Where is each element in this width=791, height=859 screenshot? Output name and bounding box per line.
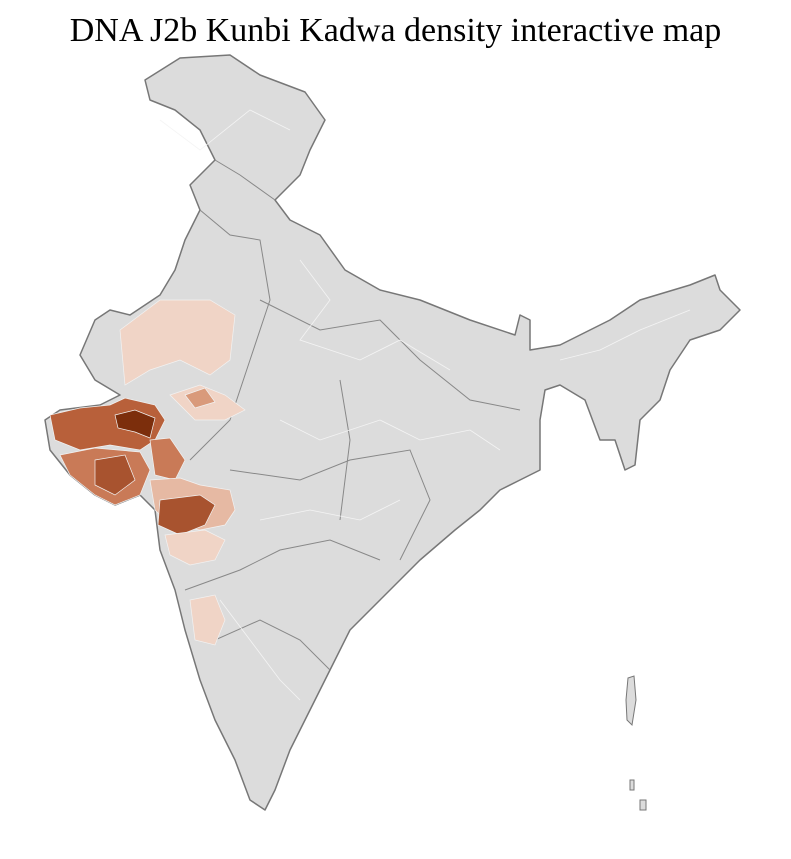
border (339, 379, 351, 521)
border (214, 619, 331, 671)
region-light (164, 529, 226, 566)
district-line (299, 259, 451, 371)
region-light (189, 594, 226, 646)
density-regions (49, 299, 246, 646)
island (629, 779, 635, 791)
region-dark (94, 454, 136, 496)
region-medium (184, 387, 216, 409)
district-line (259, 499, 401, 521)
region-dark (157, 494, 216, 536)
district-line (279, 419, 501, 451)
border (229, 449, 431, 561)
district-lines (159, 109, 691, 701)
district-line (219, 599, 301, 701)
border (214, 159, 276, 201)
islands (625, 675, 647, 811)
region-light (119, 299, 236, 386)
island (639, 799, 647, 811)
region-darkest (114, 409, 156, 439)
border (184, 539, 381, 591)
district-line (559, 309, 691, 361)
state-borders (184, 159, 521, 671)
island (625, 675, 637, 727)
district-line (159, 109, 291, 151)
map-title: DNA J2b Kunbi Kadwa density interactive … (69, 12, 722, 49)
region-medium (149, 437, 186, 481)
border (189, 209, 271, 461)
